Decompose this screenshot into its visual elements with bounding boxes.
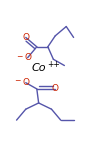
- Text: −: −: [16, 52, 23, 61]
- Text: O: O: [24, 53, 31, 62]
- Text: O: O: [22, 33, 29, 42]
- Text: Co: Co: [31, 63, 46, 73]
- Text: O: O: [22, 78, 29, 87]
- Text: O: O: [52, 84, 59, 93]
- Text: −: −: [14, 77, 21, 86]
- Text: ++: ++: [47, 60, 60, 69]
